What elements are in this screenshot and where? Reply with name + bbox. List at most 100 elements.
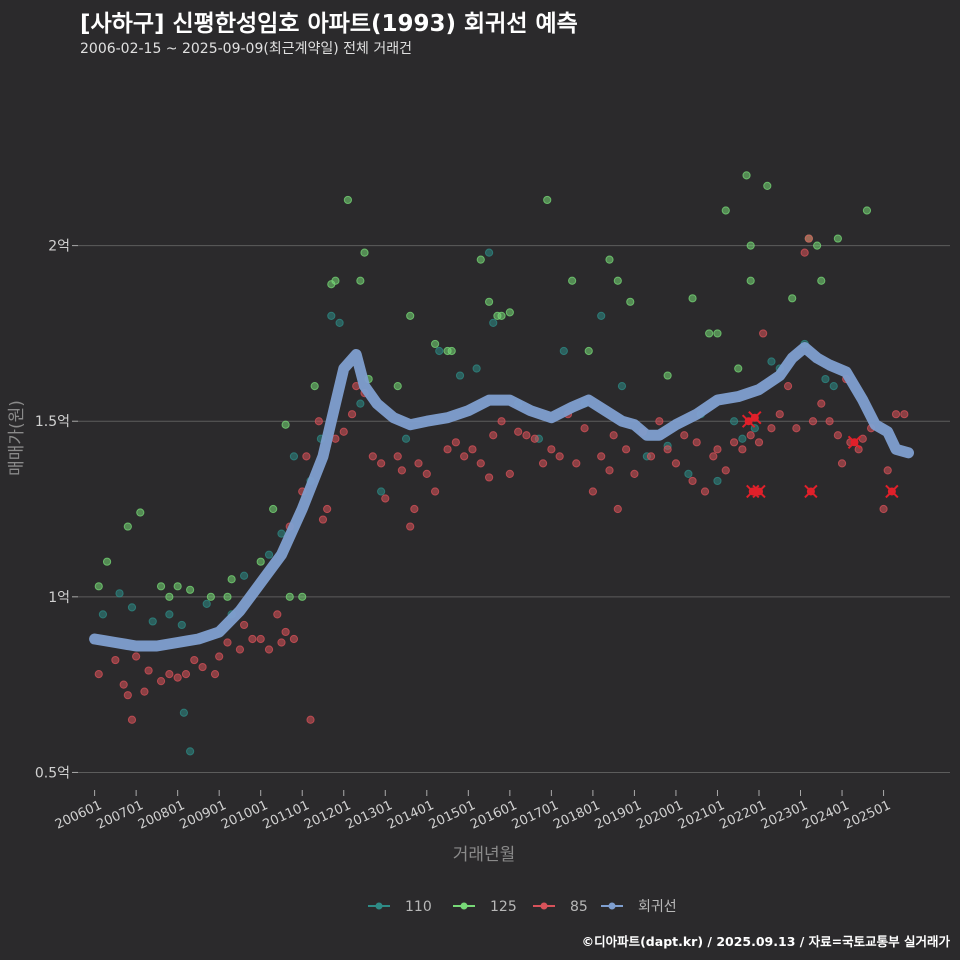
data-point-85 — [680, 431, 689, 440]
data-point-85 — [156, 677, 166, 686]
data-point-110 — [377, 487, 386, 496]
data-point-85 — [688, 476, 697, 486]
data-point-110 — [729, 417, 739, 426]
x-tick-label: 201301 — [344, 798, 395, 833]
data-point-85 — [767, 424, 776, 433]
data-point-125 — [223, 592, 232, 601]
y-tick-label: 1.5억 — [35, 414, 70, 430]
data-point-125 — [406, 311, 415, 320]
y-tick-label: 1억 — [48, 590, 70, 606]
legend-item-회귀선: 회귀선 — [601, 899, 677, 915]
data-point-125 — [476, 255, 485, 264]
data-point-85 — [759, 329, 768, 338]
data-point-125 — [123, 522, 132, 531]
data-point-110 — [484, 248, 494, 257]
data-point-125 — [310, 381, 319, 391]
data-point-85 — [655, 417, 664, 426]
data-point-125 — [788, 294, 797, 303]
x-tick-label: 202001 — [634, 798, 685, 833]
regression-line — [89, 342, 914, 652]
data-point-125 — [688, 294, 697, 303]
legend-item-85: 85 — [533, 899, 588, 915]
x-tick-label: 202301 — [759, 798, 810, 833]
x-tick-label: 200701 — [94, 798, 145, 833]
data-point-85 — [783, 381, 793, 391]
data-point-110 — [186, 747, 195, 756]
data-point-125 — [156, 582, 166, 591]
data-point-85 — [306, 715, 315, 724]
data-point-85 — [314, 417, 323, 426]
data-point-110 — [356, 399, 365, 408]
x-tick-label: 201801 — [551, 798, 602, 833]
data-point-85 — [281, 627, 290, 637]
data-point-85 — [692, 438, 701, 447]
data-point-85 — [484, 473, 494, 482]
data-point-85 — [127, 715, 137, 724]
data-point-125 — [256, 557, 265, 566]
data-point-125 — [186, 585, 195, 594]
data-point-125 — [584, 346, 593, 356]
data-point-85 — [817, 399, 826, 408]
highlight-x — [748, 411, 762, 425]
data-point-125 — [613, 276, 622, 285]
data-point-85 — [580, 424, 589, 433]
data-point-85 — [572, 459, 581, 468]
data-point-85 — [505, 469, 514, 479]
data-point-85 — [94, 669, 103, 679]
data-point-85 — [613, 504, 622, 514]
data-point-125 — [298, 592, 307, 601]
data-point-85 — [522, 431, 531, 440]
data-point-85 — [414, 459, 423, 468]
data-point-85 — [468, 445, 477, 454]
x-tick-label: 201601 — [468, 798, 519, 833]
highlight-x — [752, 484, 766, 499]
data-point-85 — [165, 669, 174, 679]
data-point-125 — [813, 241, 822, 250]
data-point-85 — [119, 680, 128, 689]
data-point-125 — [94, 582, 103, 591]
data-point-85 — [588, 487, 597, 496]
data-point-85 — [538, 459, 548, 468]
data-point-110 — [597, 311, 606, 320]
highlighted-point — [885, 484, 899, 499]
data-point-85 — [273, 610, 282, 619]
data-point-85 — [879, 504, 888, 514]
data-point-125 — [431, 339, 440, 349]
highlight-x — [885, 484, 899, 499]
x-tick-label: 202201 — [717, 798, 768, 833]
x-tick-label: 202101 — [676, 798, 727, 833]
data-point-125 — [447, 346, 456, 356]
data-point-125 — [763, 181, 772, 191]
data-point-110 — [202, 599, 211, 608]
data-point-125 — [742, 171, 751, 180]
data-point-125 — [746, 276, 755, 285]
data-point-85 — [883, 466, 892, 475]
data-point-125 — [360, 248, 369, 257]
data-point-85 — [605, 466, 614, 475]
data-point-85 — [381, 494, 390, 503]
data-point-85 — [497, 417, 506, 426]
data-point-110 — [165, 610, 174, 619]
data-point-125 — [343, 195, 353, 205]
data-point-125 — [393, 381, 402, 391]
data-point-85 — [713, 445, 722, 454]
data-point-85 — [318, 515, 328, 524]
data-point-85 — [393, 452, 402, 461]
data-point-85 — [837, 459, 847, 468]
data-point-85 — [406, 522, 415, 531]
data-point-125 — [568, 276, 577, 285]
legend-item-125: 125 — [453, 899, 517, 915]
data-point-125 — [285, 592, 294, 601]
data-point-125 — [102, 557, 112, 566]
data-point-85 — [792, 424, 801, 433]
data-point-85 — [671, 459, 681, 468]
x-tick-label: 201101 — [261, 798, 312, 833]
source-caption: ©디아파트(dapt.kr) / 2025.09.13 / 자료=국토교통부 실… — [581, 934, 950, 949]
data-point-110 — [177, 620, 186, 630]
data-point-85 — [368, 452, 377, 461]
highlight-x — [746, 484, 760, 499]
data-point-125 — [626, 297, 635, 306]
data-point-85 — [397, 466, 406, 475]
data-point-85 — [547, 445, 556, 454]
legend-label: 회귀선 — [638, 899, 677, 915]
